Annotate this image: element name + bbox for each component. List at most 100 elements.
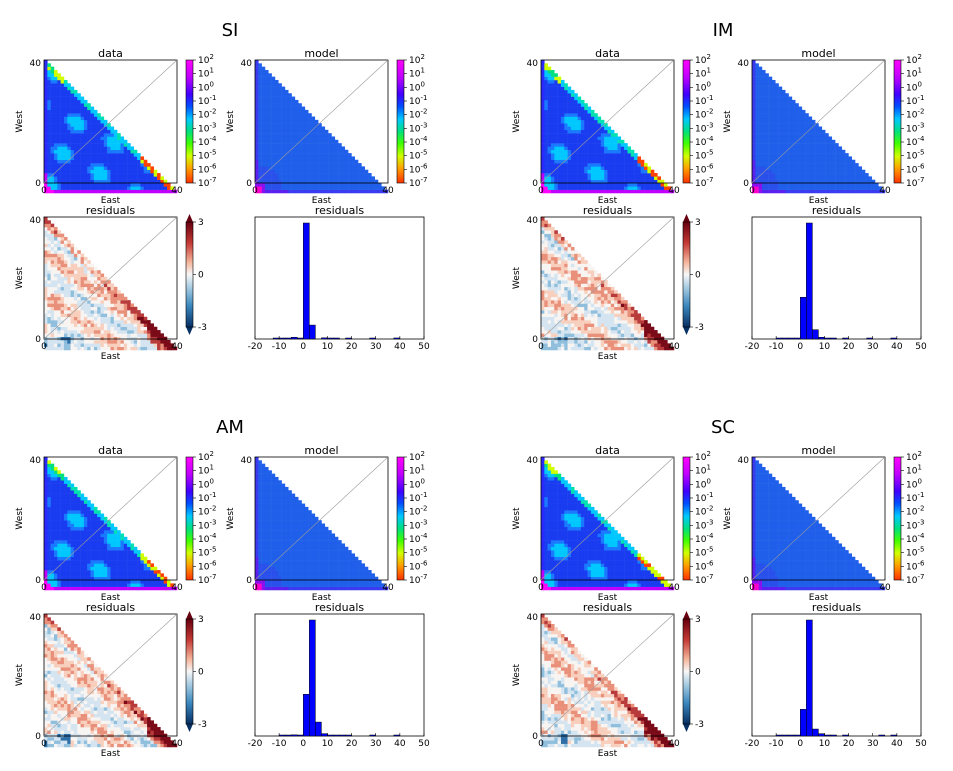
model-heatmap-cell	[788, 99, 793, 104]
model-heatmap-cell	[291, 123, 296, 127]
residuals-heatmap-cell	[580, 286, 585, 291]
data-heatmap-cell	[67, 169, 71, 174]
model-heatmap-cell	[328, 153, 332, 157]
residuals-heatmap-cell	[564, 310, 568, 314]
residuals-heatmap-cell	[550, 316, 555, 321]
data-heatmap-cell	[123, 146, 128, 151]
data-heatmap-cell	[137, 159, 141, 164]
model-heatmap-cell	[274, 146, 279, 151]
residuals-heatmap-cell	[541, 276, 545, 281]
residuals-heatmap-cell	[547, 333, 552, 337]
residuals-heatmap-cell	[127, 320, 131, 324]
residuals-heatmap-cell	[624, 306, 628, 311]
data-heatmap-cell	[140, 179, 145, 184]
residuals-heatmap-cell	[594, 326, 598, 331]
model-heatmap-cell	[755, 99, 759, 104]
data-heatmap-cell	[554, 73, 558, 77]
data-heatmap-cell	[541, 76, 545, 81]
data-heatmap-cell	[133, 183, 138, 187]
model-heatmap-cell	[798, 156, 803, 161]
model-heatmap-cell	[781, 176, 786, 180]
data-heatmap-cell	[53, 123, 58, 127]
data-heatmap-cell	[610, 143, 615, 147]
data-heatmap-cell	[654, 173, 658, 177]
model-heatmap-cell	[298, 103, 302, 107]
model-heatmap-cell	[311, 129, 316, 134]
model-heatmap-cell	[815, 156, 819, 161]
residuals-heatmap-cell	[614, 290, 618, 294]
data-heatmap-cell	[560, 136, 565, 141]
model-heatmap-cell	[765, 163, 769, 167]
residuals-heatmap-cell	[93, 330, 98, 334]
residuals-heatmap-cell	[140, 333, 145, 337]
model-heatmap-cell	[368, 189, 372, 194]
model-heatmap-cell	[268, 103, 272, 107]
data-heatmap-cell	[604, 143, 608, 147]
residuals-heatmap-cell	[541, 283, 545, 288]
data-heatmap-cell	[90, 149, 95, 154]
residuals-heatmap-cell	[637, 336, 641, 341]
model-heatmap-cell	[271, 86, 276, 91]
model-heatmap-cell	[805, 166, 809, 170]
model-heatmap-cell	[818, 136, 823, 141]
data-heatmap-cell	[143, 179, 148, 184]
data-heatmap-cell	[107, 126, 111, 131]
model-heatmap-cell	[274, 86, 279, 91]
model-heatmap-cell	[798, 146, 803, 151]
model-heatmap-cell	[284, 106, 289, 111]
data-heatmap-cell	[567, 189, 572, 194]
data-heatmap-cell	[83, 169, 88, 174]
model-heatmap-cell	[324, 176, 329, 180]
model-heatmap-cell	[288, 103, 292, 107]
residuals-heatmap-cell	[577, 330, 582, 334]
data-heatmap-cell	[130, 189, 135, 194]
data-heatmap-cell	[123, 149, 128, 154]
residuals-heatmap-cell	[67, 243, 71, 248]
data-heatmap-cell	[584, 136, 588, 141]
data-heatmap-cell	[554, 106, 558, 111]
residuals-heatmap-cell	[77, 276, 81, 281]
data-heatmap-cell	[541, 166, 545, 170]
model-heatmap-cell	[264, 79, 269, 84]
residuals-heatmap-cell	[63, 290, 68, 294]
data-heatmap-cell	[120, 173, 125, 177]
model-heatmap-cell	[321, 159, 326, 164]
data-heatmap-cell	[564, 123, 568, 127]
model-heatmap-cell	[771, 159, 776, 164]
residuals-heatmap-cell	[580, 270, 585, 274]
residuals-heatmap-cell	[617, 303, 622, 308]
model-heatmap-cell	[828, 139, 833, 144]
data-heatmap-cell	[544, 126, 548, 131]
model-heatmap-cell	[255, 60, 259, 64]
residuals-heatmap-cell	[567, 290, 572, 294]
data-heatmap-cell	[53, 69, 58, 74]
model-heatmap-cell	[301, 156, 306, 161]
data-heatmap-cell	[150, 186, 154, 190]
residuals-heatmap-cell	[584, 310, 588, 314]
residuals-heatmap-cell	[57, 256, 61, 261]
residuals-heatmap-cell	[87, 286, 91, 291]
data-heatmap-cell	[610, 163, 615, 167]
data-heatmap-cell	[80, 173, 85, 177]
residuals-heatmap-cell	[107, 310, 111, 314]
data-heatmap-cell	[120, 146, 125, 151]
residuals-heatmap-cell	[607, 316, 612, 321]
residuals-heatmap-cell	[127, 306, 131, 311]
data-heatmap-cell	[57, 89, 61, 94]
model-heatmap-cell	[288, 146, 292, 151]
model-heatmap-cell	[831, 176, 836, 180]
model-heatmap-cell	[288, 113, 292, 117]
model-heatmap-cell	[785, 139, 789, 144]
residuals-heatmap-cell	[624, 333, 628, 337]
residuals-heatmap-cell	[590, 266, 595, 271]
data-heatmap-cell	[73, 186, 78, 190]
residuals-heatmap-cell	[557, 280, 562, 284]
model-heatmap-cell	[768, 129, 773, 134]
model-heatmap-cell	[758, 166, 763, 170]
data-heatmap-cell	[597, 166, 602, 170]
residuals-heatmap-cell	[640, 316, 645, 321]
model-heatmap-cell	[258, 119, 262, 124]
residuals-heatmap-cell	[587, 300, 592, 304]
data-heatmap-cell	[147, 173, 151, 177]
